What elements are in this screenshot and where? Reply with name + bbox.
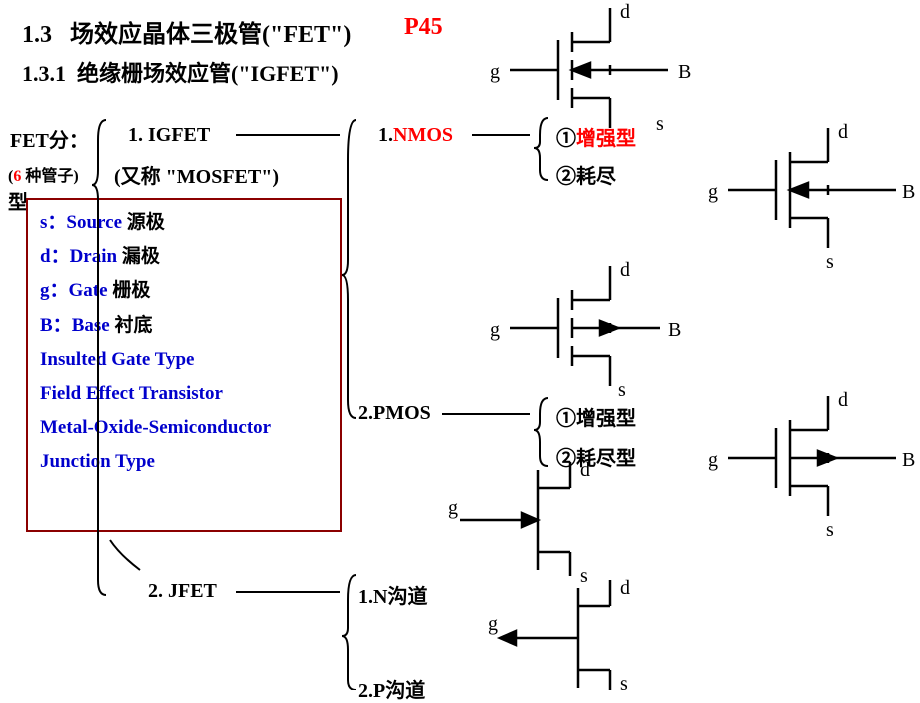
pin-b: B xyxy=(678,61,691,83)
pin-g: g xyxy=(490,61,500,83)
svg-text:B: B xyxy=(668,319,681,341)
svg-text:s: s xyxy=(580,565,588,587)
svg-text:s: s xyxy=(618,379,626,401)
svg-text:d: d xyxy=(580,459,590,481)
svg-text:d: d xyxy=(838,121,848,143)
svg-text:B: B xyxy=(902,449,915,471)
pin-d: d xyxy=(620,1,630,23)
svg-text:s: s xyxy=(620,673,628,690)
svg-text:d: d xyxy=(838,389,848,411)
svg-text:s: s xyxy=(826,251,834,273)
svg-text:d: d xyxy=(620,259,630,281)
diagram-svg: d g B s d g B s d g B s xyxy=(0,0,920,690)
svg-text:g: g xyxy=(448,497,458,519)
svg-text:d: d xyxy=(620,577,630,599)
svg-text:g: g xyxy=(708,181,718,203)
svg-text:g: g xyxy=(708,449,718,471)
pin-s: s xyxy=(656,113,664,135)
svg-text:s: s xyxy=(826,519,834,541)
svg-text:g: g xyxy=(488,613,498,635)
svg-text:B: B xyxy=(902,181,915,203)
svg-text:g: g xyxy=(490,319,500,341)
